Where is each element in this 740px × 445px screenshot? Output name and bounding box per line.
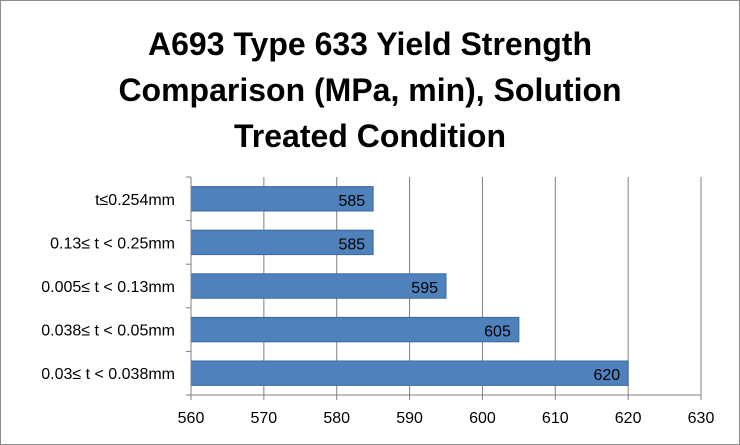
x-tick-label: 610: [542, 410, 569, 427]
bar: [190, 360, 629, 386]
data-label: 605: [484, 324, 511, 341]
x-tick-label: 620: [615, 410, 642, 427]
axes: [186, 176, 702, 400]
bar: [190, 273, 447, 299]
category-label: 0.005≤ t < 0.13mm: [41, 279, 175, 296]
gridlines: [263, 177, 702, 395]
category-label: 0.03≤ t < 0.038mm: [41, 366, 175, 383]
category-label: t≤0.254mm: [95, 192, 175, 209]
x-tick-label: 560: [178, 410, 205, 427]
bars: [190, 186, 629, 386]
chart-title-line-1: A693 Type 633 Yield Strength: [147, 26, 592, 62]
x-tick-label: 630: [688, 410, 715, 427]
x-tick-label: 570: [251, 410, 278, 427]
x-tick-label: 600: [469, 410, 496, 427]
bar: [190, 229, 374, 256]
data-label: 585: [338, 193, 365, 210]
data-label: 595: [411, 280, 438, 297]
x-tick-label: 590: [396, 410, 423, 427]
labels: 560 570 580 590 600 610 620 630 t≤0.254mm 585 0.13…: [41, 192, 714, 427]
bar: [190, 316, 520, 343]
chart-title-line-3: Treated Condition: [234, 118, 506, 154]
data-label: 585: [338, 236, 365, 253]
x-tick-label: 580: [323, 410, 350, 427]
category-label: 0.13≤ t < 0.25mm: [50, 235, 175, 252]
data-label: 620: [593, 367, 620, 384]
chart-title: A693 Type 633 Yield Strength Comparison …: [1, 21, 739, 159]
chart-title-line-2: Comparison (MPa, min), Solution: [118, 72, 622, 108]
bar: [190, 186, 374, 212]
category-label: 0.038≤ t < 0.05mm: [41, 323, 175, 340]
